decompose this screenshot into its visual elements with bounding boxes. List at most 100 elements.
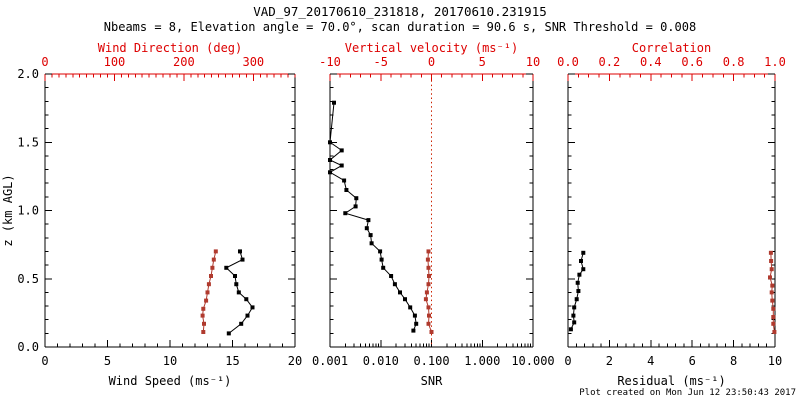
top-tick-label: 0.6 (681, 55, 703, 69)
snr-marker (344, 188, 349, 192)
correlation-marker (771, 306, 776, 311)
snr-marker (414, 321, 419, 326)
top-tick-label: 0.2 (599, 55, 621, 69)
vertical-velocity-marker (425, 257, 430, 262)
top-tick-label: 0 (428, 55, 435, 69)
snr-marker (343, 211, 348, 216)
top-tick-label: 0.8 (723, 55, 745, 69)
wind-speed-marker (239, 321, 244, 326)
wind-speed-marker (240, 257, 245, 262)
wind-speed-marker (224, 265, 229, 270)
top-axis-title: Vertical velocity (ms⁻¹) (345, 41, 518, 55)
wind-direction-marker (205, 290, 210, 295)
wind-direction-marker (200, 313, 205, 318)
residual-marker (575, 280, 580, 285)
residual-marker (581, 250, 586, 255)
snr-marker (328, 140, 332, 145)
residual-marker (568, 327, 573, 332)
vertical-velocity-marker (426, 282, 431, 287)
snr-marker (366, 218, 371, 223)
wind-speed-marker (245, 313, 250, 318)
residual-marker (581, 267, 586, 272)
bottom-tick-label: 2 (606, 354, 613, 368)
y-tick-label: 1.0 (17, 204, 39, 218)
bottom-tick-label: 15 (225, 354, 239, 368)
snr-marker (342, 178, 347, 183)
wind-speed-marker (244, 297, 249, 302)
vertical-velocity-series (423, 249, 434, 334)
vertical-velocity-marker (423, 297, 428, 302)
plot-title: VAD_97_20170610_231818, 20170610.231915 (253, 4, 547, 19)
y-tick-label: 2.0 (17, 67, 39, 81)
snr-y-axis (330, 73, 533, 348)
snr-marker (339, 163, 344, 168)
snr-marker (369, 241, 374, 246)
correlation-marker (771, 315, 776, 319)
vertical-velocity-marker (426, 265, 431, 270)
residual-series (568, 250, 586, 332)
snr-marker (398, 290, 402, 295)
residual-marker (572, 305, 577, 310)
wind-direction-marker (202, 321, 206, 326)
panel-residual: 0 2 4 6 8 10 Residual (ms⁻¹) 0.0 0.2 0.4 0.6 0.8 1.0… (557, 41, 786, 388)
residual-top-axis: 0.0 0.2 0.4 0.6 0.8 1.0 Correlation (557, 41, 786, 81)
residual-marker (579, 259, 583, 263)
snr-bottom-axis: 0.001 0.010 0.100 1.000 10.000 SNR (312, 340, 555, 388)
correlation-series (768, 250, 777, 334)
snr-line (329, 102, 417, 331)
top-tick-label: 0 (41, 55, 48, 69)
wind-speed-marker (238, 249, 242, 254)
bottom-axis-title: Wind Speed (ms⁻¹) (109, 374, 232, 388)
bottom-tick-label: 5 (104, 354, 111, 368)
bottom-tick-label: 10 (163, 354, 177, 368)
bottom-tick-label: 8 (730, 354, 737, 368)
correlation-marker (770, 283, 775, 288)
bottom-tick-label: 10 (768, 354, 782, 368)
bottom-tick-label: 20 (288, 354, 302, 368)
y-tick-label: 1.5 (17, 135, 39, 149)
wind-direction-marker (204, 298, 209, 303)
snr-marker (339, 148, 344, 153)
top-axis-title: Correlation (632, 41, 711, 55)
wind-speed-marker (250, 305, 255, 310)
wind-direction-marker (209, 274, 213, 278)
snr-marker (378, 249, 383, 254)
snr-top-axis: -10 -5 0 5 10 Vertical velocity (ms⁻¹) (319, 41, 540, 81)
bottom-tick-label: 0.001 (312, 354, 348, 368)
snr-marker (381, 265, 386, 270)
vertical-velocity-marker (426, 249, 431, 254)
wind-bottom-axis: 0 5 10 15 20 Wind Speed (ms⁻¹) (41, 340, 302, 388)
top-axis-title: Wind Direction (deg) (98, 41, 243, 55)
residual-y-axis (568, 73, 775, 348)
top-tick-label: 0.0 (557, 55, 579, 69)
vertical-velocity-marker (424, 290, 429, 295)
residual-marker (572, 320, 577, 325)
correlation-marker (769, 259, 774, 263)
wind-direction-marker (201, 306, 206, 311)
vertical-velocity-marker (426, 305, 431, 310)
residual-marker (577, 272, 582, 277)
snr-marker (353, 204, 358, 209)
top-tick-label: 5 (479, 55, 486, 69)
wind-direction-marker (201, 330, 206, 334)
correlation-marker (768, 250, 773, 255)
snr-marker (328, 158, 332, 162)
bottom-tick-label: 0.010 (363, 354, 399, 368)
residual-marker (571, 313, 576, 318)
bottom-tick-label: 0 (564, 354, 571, 368)
correlation-marker (770, 298, 775, 303)
wind-y-axis: 0.0 0.5 1.0 1.5 2.0 z (km AGL) (1, 67, 295, 354)
correlation-marker (771, 321, 776, 326)
correlation-marker (768, 275, 772, 280)
wind-speed-marker (236, 290, 241, 295)
wind-direction-marker (206, 282, 211, 287)
top-tick-label: 200 (173, 55, 195, 69)
wind-direction-series (200, 249, 218, 334)
residual-marker (576, 289, 581, 293)
top-tick-label: 10 (526, 55, 540, 69)
wind-speed-marker (234, 282, 239, 287)
snr-marker (389, 274, 394, 278)
bottom-tick-label: 0 (41, 354, 48, 368)
